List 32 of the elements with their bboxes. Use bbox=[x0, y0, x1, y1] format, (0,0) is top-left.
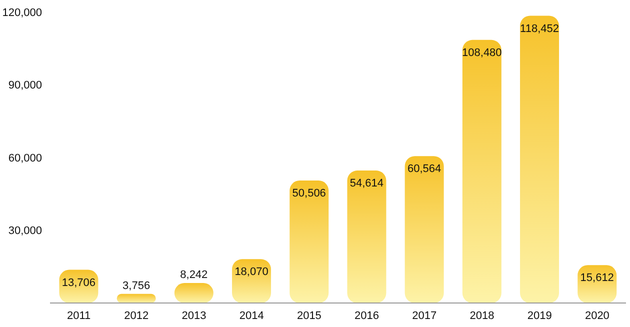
y-tick-label: 120,000 bbox=[2, 6, 42, 19]
data-label: 8,242 bbox=[180, 269, 208, 282]
bar bbox=[116, 294, 156, 303]
x-tick-label: 2019 bbox=[527, 310, 552, 322]
data-label: 13,706 bbox=[62, 276, 96, 289]
bar bbox=[290, 180, 329, 303]
data-label: 15,612 bbox=[580, 272, 614, 284]
data-label: 54,614 bbox=[350, 178, 384, 190]
x-tick-label: 2017 bbox=[412, 310, 437, 322]
y-tick-label: 60,000 bbox=[8, 152, 42, 164]
bar bbox=[462, 40, 502, 303]
data-label: 60,564 bbox=[407, 163, 442, 176]
x-tick-label: 2014 bbox=[239, 310, 264, 322]
y-tick-label: 30,000 bbox=[8, 225, 42, 238]
data-label: 118,452 bbox=[520, 22, 559, 35]
data-label: 50,506 bbox=[292, 188, 326, 200]
x-tick-label: 2013 bbox=[182, 310, 206, 322]
bar bbox=[232, 259, 272, 303]
x-tick-label: 2020 bbox=[584, 310, 610, 322]
x-tick-label: 2015 bbox=[296, 310, 322, 322]
bar bbox=[404, 156, 444, 303]
x-tick-label: 2018 bbox=[470, 310, 494, 322]
bar bbox=[520, 16, 560, 303]
data-label: 3,756 bbox=[122, 280, 150, 292]
y-tick-label: 90,000 bbox=[8, 80, 42, 92]
bar bbox=[578, 265, 617, 303]
data-label: 18,070 bbox=[234, 266, 268, 278]
x-tick-label: 2012 bbox=[124, 310, 149, 322]
x-tick-label: 2016 bbox=[354, 310, 380, 322]
bar bbox=[347, 170, 386, 303]
x-tick-label: 2011 bbox=[66, 310, 91, 322]
data-label: 108,480 bbox=[462, 46, 502, 59]
